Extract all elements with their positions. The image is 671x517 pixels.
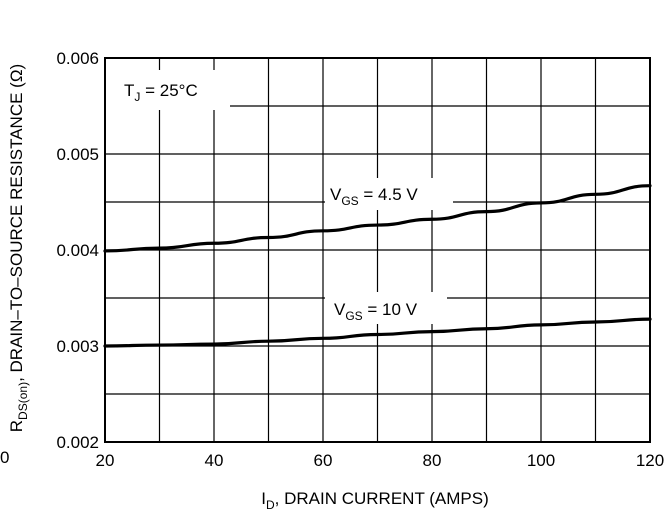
- series-line-vgs-10: [103, 317, 652, 348]
- x-axis-label: ID, DRAIN CURRENT (AMPS): [261, 489, 489, 512]
- y-tick-label: 0.006: [56, 49, 99, 68]
- series-label-text: VGS = 4.5 V: [330, 185, 418, 208]
- y-tick-label: 0.003: [56, 337, 99, 356]
- series-line-vgs-4-5: [103, 184, 652, 253]
- y-axis-label: RDS(on), DRAIN–TO–SOURCE RESISTANCE (Ω): [7, 64, 30, 432]
- series-label-background: [325, 292, 447, 324]
- y-tick-label: 0.004: [56, 241, 99, 260]
- tick-labels: 20 40 60 80 100 120 0.002 0.003 0.004 0.005 0.006: [56, 49, 664, 470]
- y-edge-label: 0: [0, 448, 9, 467]
- x-tick-label: 20: [96, 451, 115, 470]
- curves: [103, 184, 652, 348]
- annotation-background: [106, 70, 230, 110]
- x-tick-label: 100: [527, 451, 555, 470]
- temperature-annotation: TJ = 25°C: [106, 70, 230, 110]
- x-tick-label: 80: [423, 451, 442, 470]
- x-tick-label: 40: [205, 451, 224, 470]
- annotation-text: TJ = 25°C: [124, 81, 198, 104]
- y-tick-label: 0.005: [56, 145, 99, 164]
- grid: [104, 57, 651, 443]
- x-tick-label: 60: [314, 451, 333, 470]
- series-label-vgs-4-5: VGS = 4.5 V: [325, 178, 453, 210]
- series-label-background: [325, 178, 453, 210]
- series-label-text: VGS = 10 V: [334, 300, 418, 323]
- x-tick-label: 120: [636, 451, 664, 470]
- y-tick-label: 0.002: [56, 433, 99, 452]
- series-label-vgs-10: VGS = 10 V: [325, 292, 447, 324]
